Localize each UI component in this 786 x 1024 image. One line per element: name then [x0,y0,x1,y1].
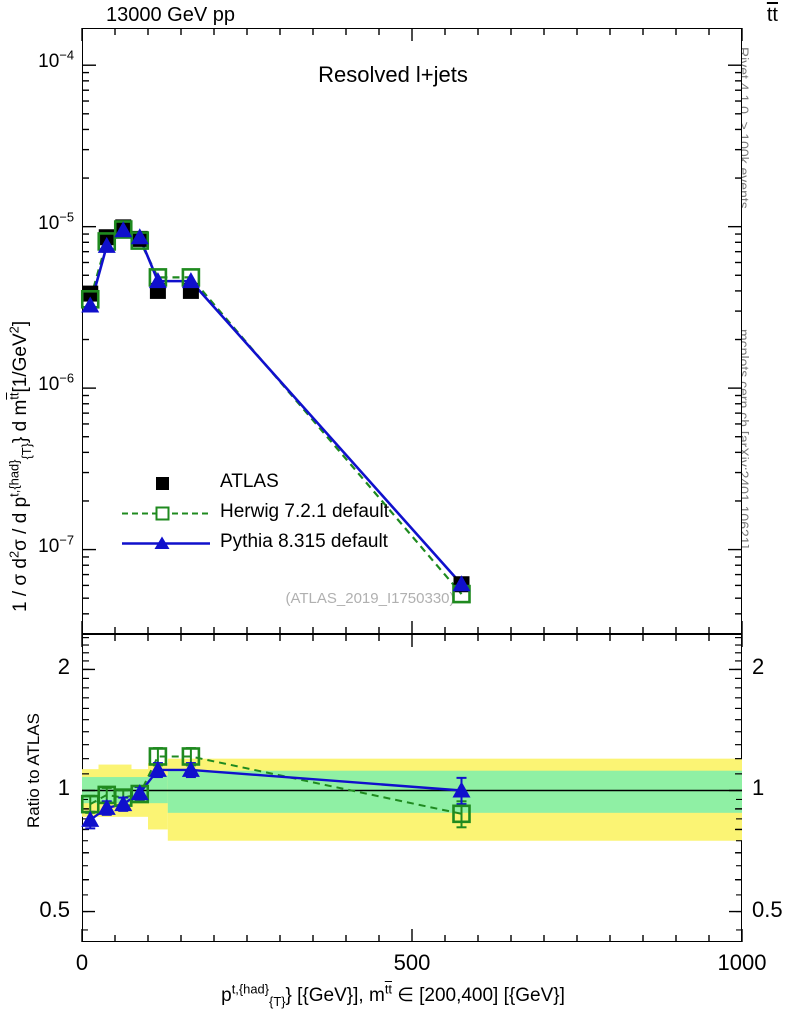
y-tick-label-ratio-right: 1 [752,775,765,801]
process-label-text: tt [766,4,778,26]
process-label: tt [767,4,778,27]
x-tick-label: 500 [393,950,431,975]
legend-marker-pythia [122,536,210,549]
main-point-pythia [97,236,116,253]
analysis-id-watermark: (ATLAS_2019_I1750330) [285,590,455,607]
ratio-point-herwig [452,804,471,824]
legend-label-pythia: Pythia 8.315 default [220,531,388,552]
ratio-point-pythia [452,781,471,798]
legend-label-atlas: ATLAS [220,471,279,492]
page-title: Resolved l+jets [318,62,468,87]
main-point-pythia [181,272,200,289]
x-tick-label: 0 [75,950,89,975]
main-point-pythia [452,575,471,592]
main-point-pythia [114,221,133,238]
ratio-point-pythia [114,795,133,812]
main-point-pythia [148,272,167,289]
ratio-band-inner [148,775,168,804]
legend-marker-herwig [122,506,210,521]
x-axis-title: pt,{had}{T}} [{GeV}], mtt ∈ [200,400] [{… [221,981,565,1009]
ratio-point-pythia [181,760,200,777]
legend-marker-atlas [156,477,169,490]
y-tick-label-ratio-left: 0.5 [39,896,70,922]
y-tick-label-main: 10−6 [38,370,74,396]
y-tick-label-main: 10−4 [38,47,74,73]
y-tick-label-ratio-left: 1 [57,775,70,801]
ratio-point-pythia [130,784,149,801]
main-point-atlas [82,285,99,302]
y-tick-label-ratio-right: 2 [752,654,765,680]
ratio-point-pythia [148,760,167,777]
y-tick-label-ratio-left: 2 [57,654,70,680]
ratio-point-pythia [81,810,100,827]
main-point-pythia [130,228,149,245]
y-tick-label-main: 10−7 [38,532,74,557]
x-tick-label: 1000 [717,950,767,975]
main-point-pythia [81,296,100,313]
legend-label-herwig: Herwig 7.2.1 default [220,501,389,522]
y-tick-label-main: 10−5 [38,209,74,234]
y-tick-label-ratio-right: 0.5 [752,896,783,922]
ratio-point-pythia [97,798,116,815]
beam-energy-label: 13000 GeV pp [106,4,235,26]
